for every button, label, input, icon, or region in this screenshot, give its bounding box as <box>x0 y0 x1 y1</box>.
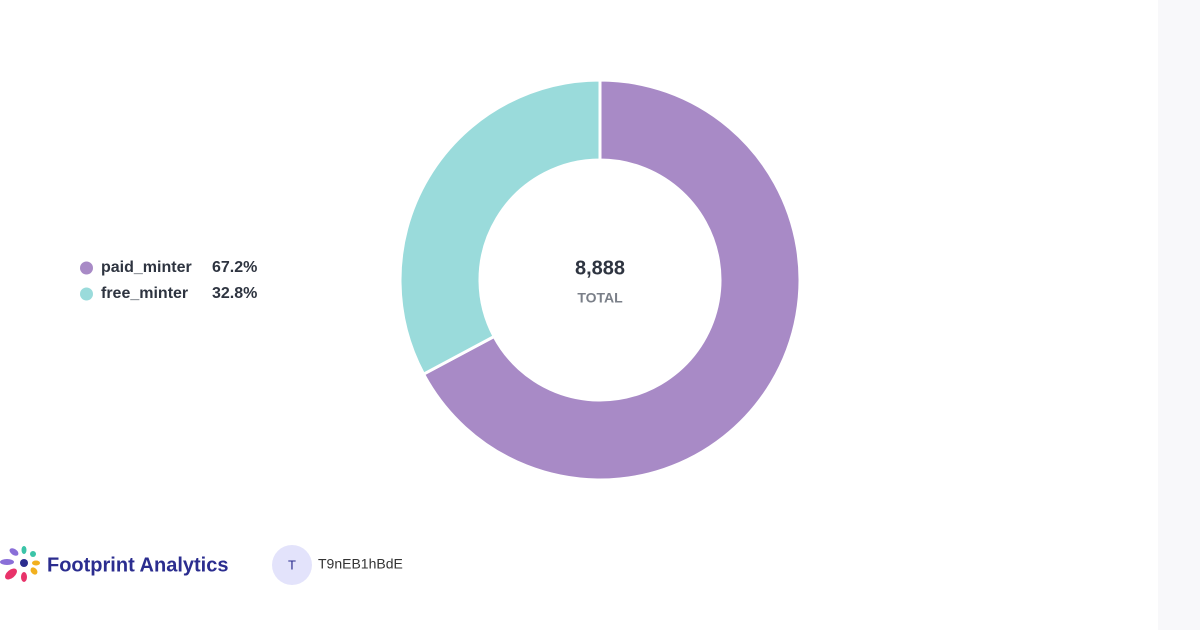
user-name: T9nEB1hBdE <box>318 556 403 572</box>
avatar-initial: T <box>288 557 296 572</box>
legend-swatch <box>80 287 93 301</box>
legend-value: 67.2% <box>212 259 257 276</box>
legend-label: free_minter <box>101 285 188 302</box>
brand-logo <box>0 546 40 582</box>
total-label: TOTAL <box>577 290 623 306</box>
avatar <box>272 545 312 585</box>
total-value: 8,888 <box>575 257 625 279</box>
legend-label: paid_minter <box>101 259 192 276</box>
side-strip <box>1158 0 1200 630</box>
brand-name: Footprint Analytics <box>47 554 228 576</box>
legend: paid_minter 67.2% free_minter 32.8% <box>80 259 257 302</box>
donut <box>398 78 802 482</box>
legend-value: 32.8% <box>212 285 257 302</box>
slice <box>421 78 802 482</box>
legend-swatch <box>80 261 93 275</box>
slice <box>398 78 602 377</box>
